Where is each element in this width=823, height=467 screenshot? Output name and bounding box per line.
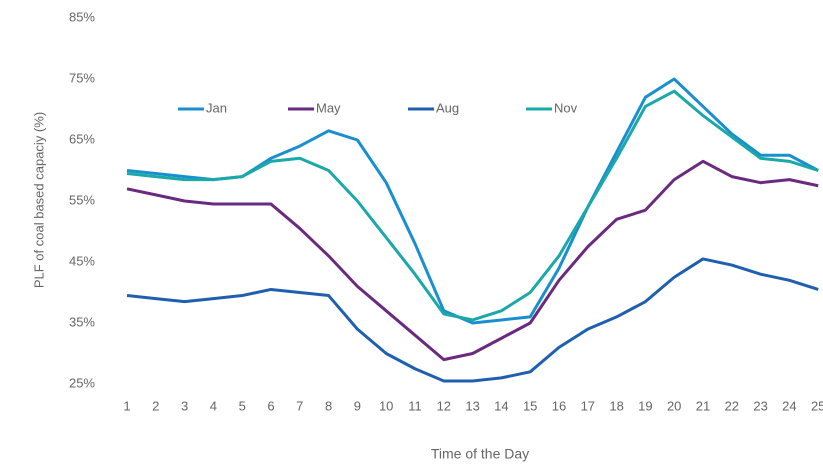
- x-tick-label: 12: [437, 398, 451, 413]
- x-tick-label: 13: [465, 398, 479, 413]
- x-tick-label: 2: [152, 398, 159, 413]
- line-series: [126, 89, 819, 322]
- y-tick-label: 35%: [69, 314, 95, 329]
- x-tick-label: 24: [782, 398, 796, 413]
- x-tick-label: 20: [667, 398, 681, 413]
- x-tick-label: 16: [552, 398, 566, 413]
- x-tick-label: 14: [494, 398, 508, 413]
- x-tick-label: 6: [267, 398, 274, 413]
- y-tick-label: 75%: [69, 70, 95, 85]
- x-tick-label: 23: [753, 398, 767, 413]
- x-tick-label: 7: [296, 398, 303, 413]
- x-tick-label: 8: [325, 398, 332, 413]
- y-axis-label: PLF of coal based capaciy (%): [31, 112, 46, 288]
- legend-label: May: [316, 100, 341, 115]
- x-tick-label: 15: [523, 398, 537, 413]
- legend-label: Aug: [436, 100, 459, 115]
- x-axis-label: Time of the Day: [431, 446, 529, 462]
- x-tick-label: 22: [725, 398, 739, 413]
- x-tick-label: 5: [239, 398, 246, 413]
- line-series: [126, 257, 819, 383]
- x-tick-label: 21: [696, 398, 710, 413]
- legend-label: Jan: [206, 100, 227, 115]
- x-tick-label: 3: [181, 398, 188, 413]
- x-tick-label: 10: [379, 398, 393, 413]
- x-tick-label: 11: [408, 398, 422, 413]
- y-tick-label: 65%: [69, 131, 95, 146]
- x-tick-label: 25: [811, 398, 823, 413]
- x-tick-label: 18: [609, 398, 623, 413]
- x-tick-label: 9: [354, 398, 361, 413]
- y-tick-label: 25%: [69, 375, 95, 390]
- x-tick-label: 19: [638, 398, 652, 413]
- line-series: [126, 159, 819, 362]
- x-tick-label: 1: [123, 398, 130, 413]
- y-tick-label: 85%: [69, 9, 95, 24]
- y-tick-label: 45%: [69, 253, 95, 268]
- legend-label: Nov: [554, 100, 578, 115]
- y-tick-label: 55%: [69, 192, 95, 207]
- x-tick-label: 17: [581, 398, 595, 413]
- line-series: [126, 77, 819, 325]
- x-tick-label: 4: [210, 398, 217, 413]
